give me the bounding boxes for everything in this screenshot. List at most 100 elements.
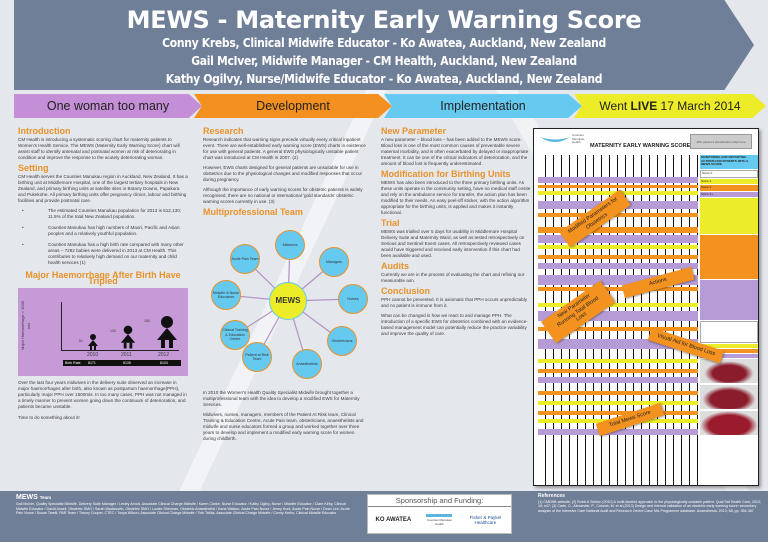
birth-rate-value: 8135	[123, 361, 131, 365]
phase-one-woman: One woman too many	[14, 94, 202, 118]
chart-title: MATERNITY EARLY WARNING SCORE	[590, 143, 691, 149]
section-title: Conclusion	[381, 286, 430, 296]
pph-value: 120	[110, 329, 116, 333]
pph-axis-x	[61, 350, 179, 351]
score-3: Score 3+	[700, 191, 758, 198]
bullet-item: Counties Manukau has high numbers of Mao…	[18, 225, 188, 237]
team-node: Patient at Risk Team	[242, 342, 272, 372]
team-title-suffix: Team	[39, 495, 52, 500]
trial-text: MEWS was trialled over 5 days for usabil…	[381, 229, 525, 258]
birth-rate-value: 8103	[160, 361, 168, 365]
section-title: Research	[203, 126, 244, 136]
mod-text: MEWS has also been introduced to the thr…	[381, 180, 531, 215]
pph-ylabel: Major Haemorrhage > 1500 mls	[20, 300, 31, 351]
research-text: Research indicates that warning signs pr…	[203, 137, 366, 160]
action-side-panel: MONITORING AND REPORTING ACTIONS FOR PAT…	[700, 155, 758, 436]
column-parameters: New Parameter A new parameter – blood lo…	[381, 124, 531, 341]
cmh-logo: Counties Manukau Health	[426, 514, 453, 526]
blood-loss-thresholds	[700, 321, 758, 344]
section-title: Introduction	[18, 126, 71, 136]
woman-figure-icon	[157, 316, 177, 348]
references-title: References	[538, 493, 565, 499]
audits-text: Currently we are in the process of evalu…	[381, 272, 525, 283]
patient-label-box: Affix patient's identification label her…	[690, 134, 752, 149]
score-1: Score 1	[700, 178, 758, 185]
orange-actions	[700, 235, 758, 280]
blood-loss-photo	[700, 359, 758, 384]
ko-awatea-logo: KO AWATEA	[375, 517, 412, 523]
author-1: Conny Krebs, Clinical Midwife Educator -…	[162, 36, 606, 50]
references-text: (1) CMDHB website; (2) Robb & Seldon (20…	[538, 499, 761, 513]
team-diagram: MEWS Midwives Managers Nurses Obstetrici…	[203, 219, 373, 384]
bl-purple	[700, 354, 758, 359]
phase-went-live: Went LIVE 17 March 2014	[574, 94, 766, 118]
woman-figure-icon	[88, 334, 98, 350]
bullet-item: The estimated Counties Manukau populatio…	[18, 208, 188, 220]
team-node: Anaesthetists	[292, 349, 322, 379]
sponsor-logos: KO AWATEA Counties Manukau Health Fisher…	[368, 507, 511, 533]
team-node: Managers	[319, 247, 349, 277]
score-0: Score 0	[700, 170, 758, 178]
phase-label: Development	[256, 99, 330, 113]
phase-label: 17 March 2014	[657, 99, 741, 113]
pph-value: 166	[144, 319, 150, 323]
blood-loss-photo	[700, 411, 758, 436]
column-research: Research Research indicates that warning…	[203, 124, 368, 446]
bl-orange	[700, 349, 758, 354]
section-title: Audits	[381, 261, 409, 271]
woman-figure-icon	[120, 325, 136, 349]
team-node: Midwife & Nurse Educators	[211, 280, 241, 310]
mews-chart-image: Counties Manukau Health MATERNITY EARLY …	[533, 128, 759, 486]
closing-text: Time to do something about it!	[18, 415, 80, 420]
section-title: Modification for Birthing Units	[381, 169, 511, 179]
team-text: Midwives, nurses, managers, members of t…	[203, 412, 364, 441]
pph-value: 51	[79, 339, 83, 343]
team-title-main: MEWS	[16, 494, 38, 501]
birth-rate-value: 8171	[88, 361, 96, 365]
birth-rate-bar: Birth Rate 8171 8135 8103	[63, 360, 181, 366]
mews-center-node: MEWS	[269, 282, 307, 320]
pph-year: 2010	[87, 352, 99, 358]
section-title: Trial	[381, 218, 400, 228]
team-text: In 2010 the Women's Health Quality Speci…	[203, 390, 360, 407]
pph-year: 2011	[121, 352, 132, 358]
setting-text: CM Health serves the Counties Manukau re…	[18, 174, 188, 203]
research-text: However, EWS charts designed for general…	[203, 165, 363, 182]
pph-axis-y	[61, 302, 62, 350]
phase-implementation: Implementation	[384, 94, 582, 118]
pph-year: 2012	[158, 352, 170, 358]
phase-development: Development	[194, 94, 392, 118]
phase-label: Went	[599, 99, 631, 113]
references: References (1) CMDHB website; (2) Robb &…	[538, 494, 764, 513]
conclusion-text: What can be changed is how we react to a…	[381, 313, 528, 336]
birth-rate-label: Birth Rate	[65, 361, 81, 365]
logo-wing-icon	[540, 137, 570, 142]
yellow-actions	[700, 198, 758, 235]
author-3: Kathy Ogilvy, Nurse/Midwife Educator - K…	[165, 72, 603, 86]
column-introduction: Introduction CM Health is introducing a …	[18, 124, 188, 425]
team-node: Midwives	[275, 230, 305, 260]
intro-text: CM Health is introducing a systematic sc…	[18, 137, 180, 160]
author-2: Gail McIver, Midwife Manager - CM Health…	[191, 54, 577, 68]
team-members-text: Gail McIver, Quality Specialist Midwife,…	[16, 502, 350, 515]
poster-title: MEWS - Maternity Early Warning Score	[126, 6, 642, 34]
poster-header: MEWS - Maternity Early Warning Score Con…	[14, 0, 754, 90]
section-title: Setting	[18, 163, 49, 173]
pph-chart-title: Major Haemorrhage After Birth Have Tripl…	[25, 270, 181, 286]
research-text: Although the importance of early warning…	[203, 187, 363, 204]
fisher-paykel-logo: Fisher & Paykel Healthcare	[469, 515, 502, 525]
phase-label: Implementation	[440, 99, 526, 113]
section-title: New Parameter	[381, 126, 447, 136]
setting-bullets: The estimated Counties Manukau populatio…	[18, 208, 188, 266]
team-title: MEWS Team	[16, 494, 51, 501]
team-node: Acute Pain Team	[230, 244, 260, 274]
team-node: Nurses	[338, 284, 368, 314]
pph-infographic: Major Haemorrhage > 1500 mls 51 120 166 …	[18, 288, 188, 376]
sponsor-title: Sponsorship and Funding:	[368, 495, 511, 507]
phase-timeline: One woman too many Development Implement…	[14, 94, 766, 118]
score-2: Score 2	[700, 185, 758, 191]
team-node: Clinical Training & Education Centre	[220, 320, 250, 350]
section-title: Multiprofessional Team	[203, 207, 303, 217]
phase-label: One woman too many	[46, 99, 170, 113]
phase-label-bold: LIVE	[630, 99, 658, 113]
